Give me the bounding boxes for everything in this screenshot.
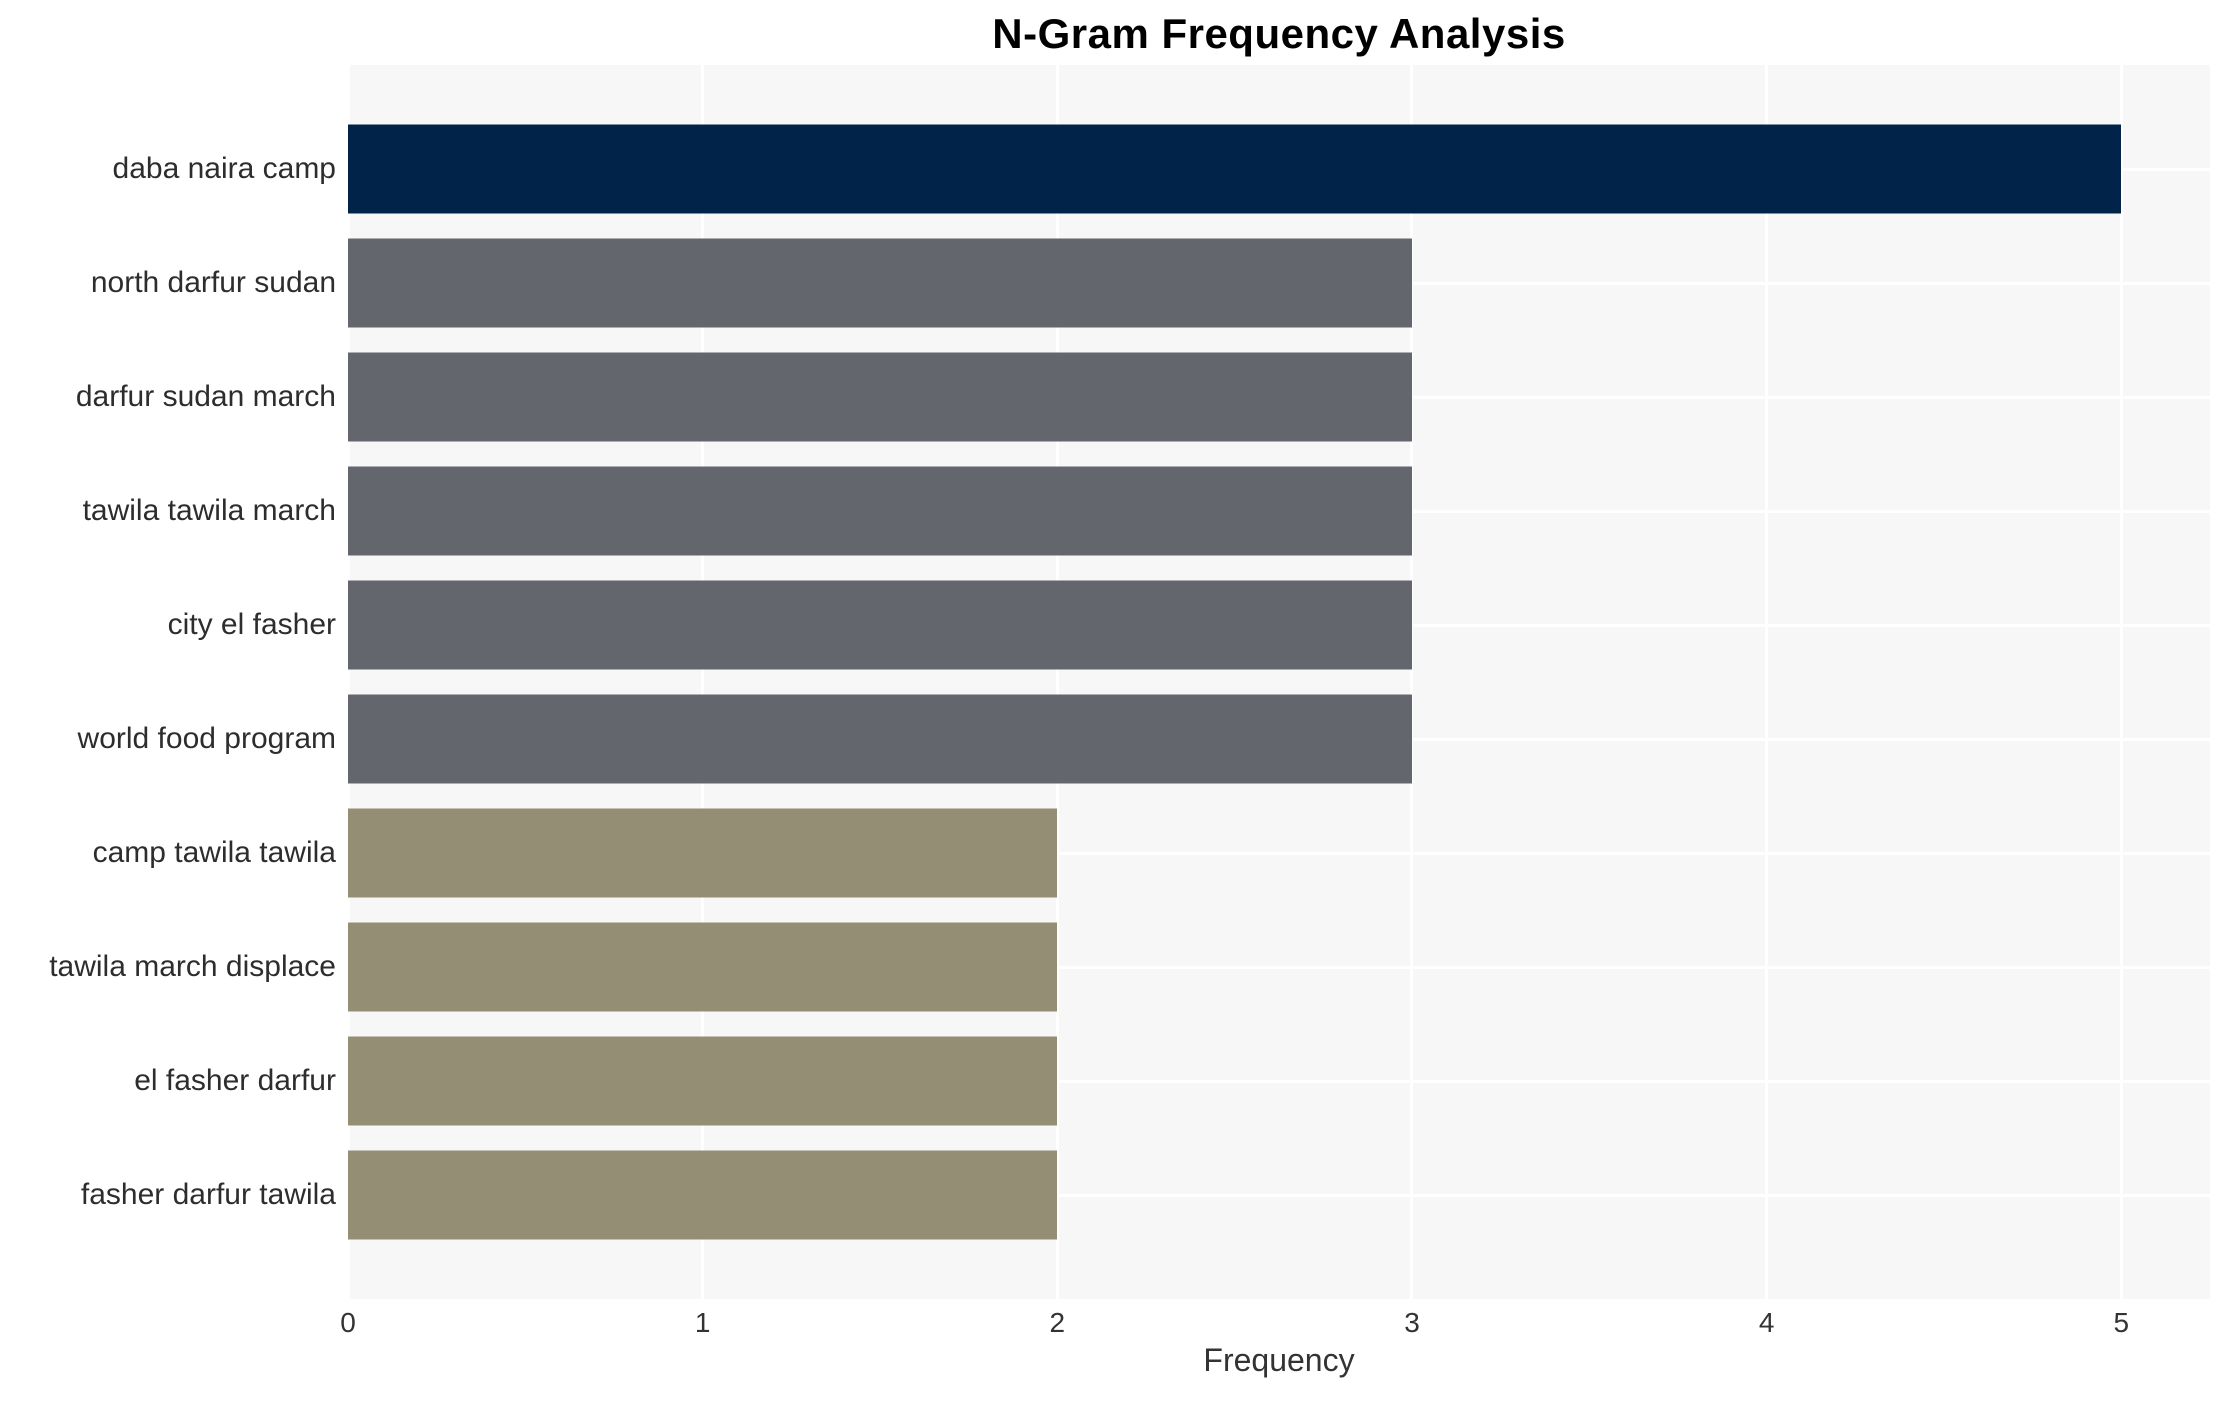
vertical-gridline [2119,65,2123,1299]
frequency-bar [348,352,1412,442]
vertical-gridlines [348,65,2210,1299]
frequency-bar [348,1036,1058,1126]
vertical-gridline [348,65,350,1299]
bar-row [348,796,2210,910]
frequency-bar [348,580,1412,670]
x-tick-label: 2 [1049,1307,1066,1338]
x-tick-label: 5 [2113,1307,2130,1338]
bar-row [348,112,2210,226]
x-tick-label: 0 [340,1307,356,1338]
category-label: daba naira camp [112,152,336,185]
horizontal-gridline [348,1193,2210,1197]
frequency-bar [348,922,1058,1012]
bar-row [348,910,2210,1024]
x-axis-label: Frequency [1203,1342,1355,1378]
chart-title: N-Gram Frequency Analysis [992,10,1566,57]
bar-row [348,1138,2210,1252]
bar-rows [348,65,2210,1299]
category-label: el fasher darfur [134,1064,336,1097]
horizontal-gridline [348,1079,2210,1083]
frequency-bar [348,1150,1058,1240]
frequency-bar [348,124,2122,214]
bar-row [348,682,2210,796]
category-label: camp tawila tawila [92,836,336,869]
category-label: world food program [77,722,336,755]
category-label: tawila tawila march [82,494,336,527]
frequency-bar [348,808,1058,898]
x-tick-label: 4 [1758,1307,1775,1338]
category-label: fasher darfur tawila [80,1178,336,1211]
horizontal-gridline [348,965,2210,969]
horizontal-gridline [348,851,2210,855]
category-labels: daba naira camp north darfur sudan darfur … [0,65,336,1299]
frequency-bar [348,694,1412,784]
vertical-gridline [701,65,705,1299]
category-label: darfur sudan march [75,380,336,413]
plot-area [348,65,2210,1299]
x-axis-ticks: 0 1 2 3 4 5 [340,1307,2210,1343]
bar-row [348,340,2210,454]
vertical-gridline [1765,65,1769,1299]
bar-row [348,568,2210,682]
x-tick-label: 3 [1404,1307,1420,1338]
x-tick-label: 1 [694,1307,711,1338]
frequency-bar [348,466,1412,556]
category-label: city el fasher [167,608,336,641]
bar-row [348,1024,2210,1138]
vertical-gridline [1055,65,1059,1299]
category-label: tawila march displace [49,950,336,983]
bar-row [348,226,2210,340]
vertical-gridline [1410,65,1414,1299]
bar-row [348,454,2210,568]
frequency-bar [348,238,1412,328]
category-label: north darfur sudan [90,266,336,299]
